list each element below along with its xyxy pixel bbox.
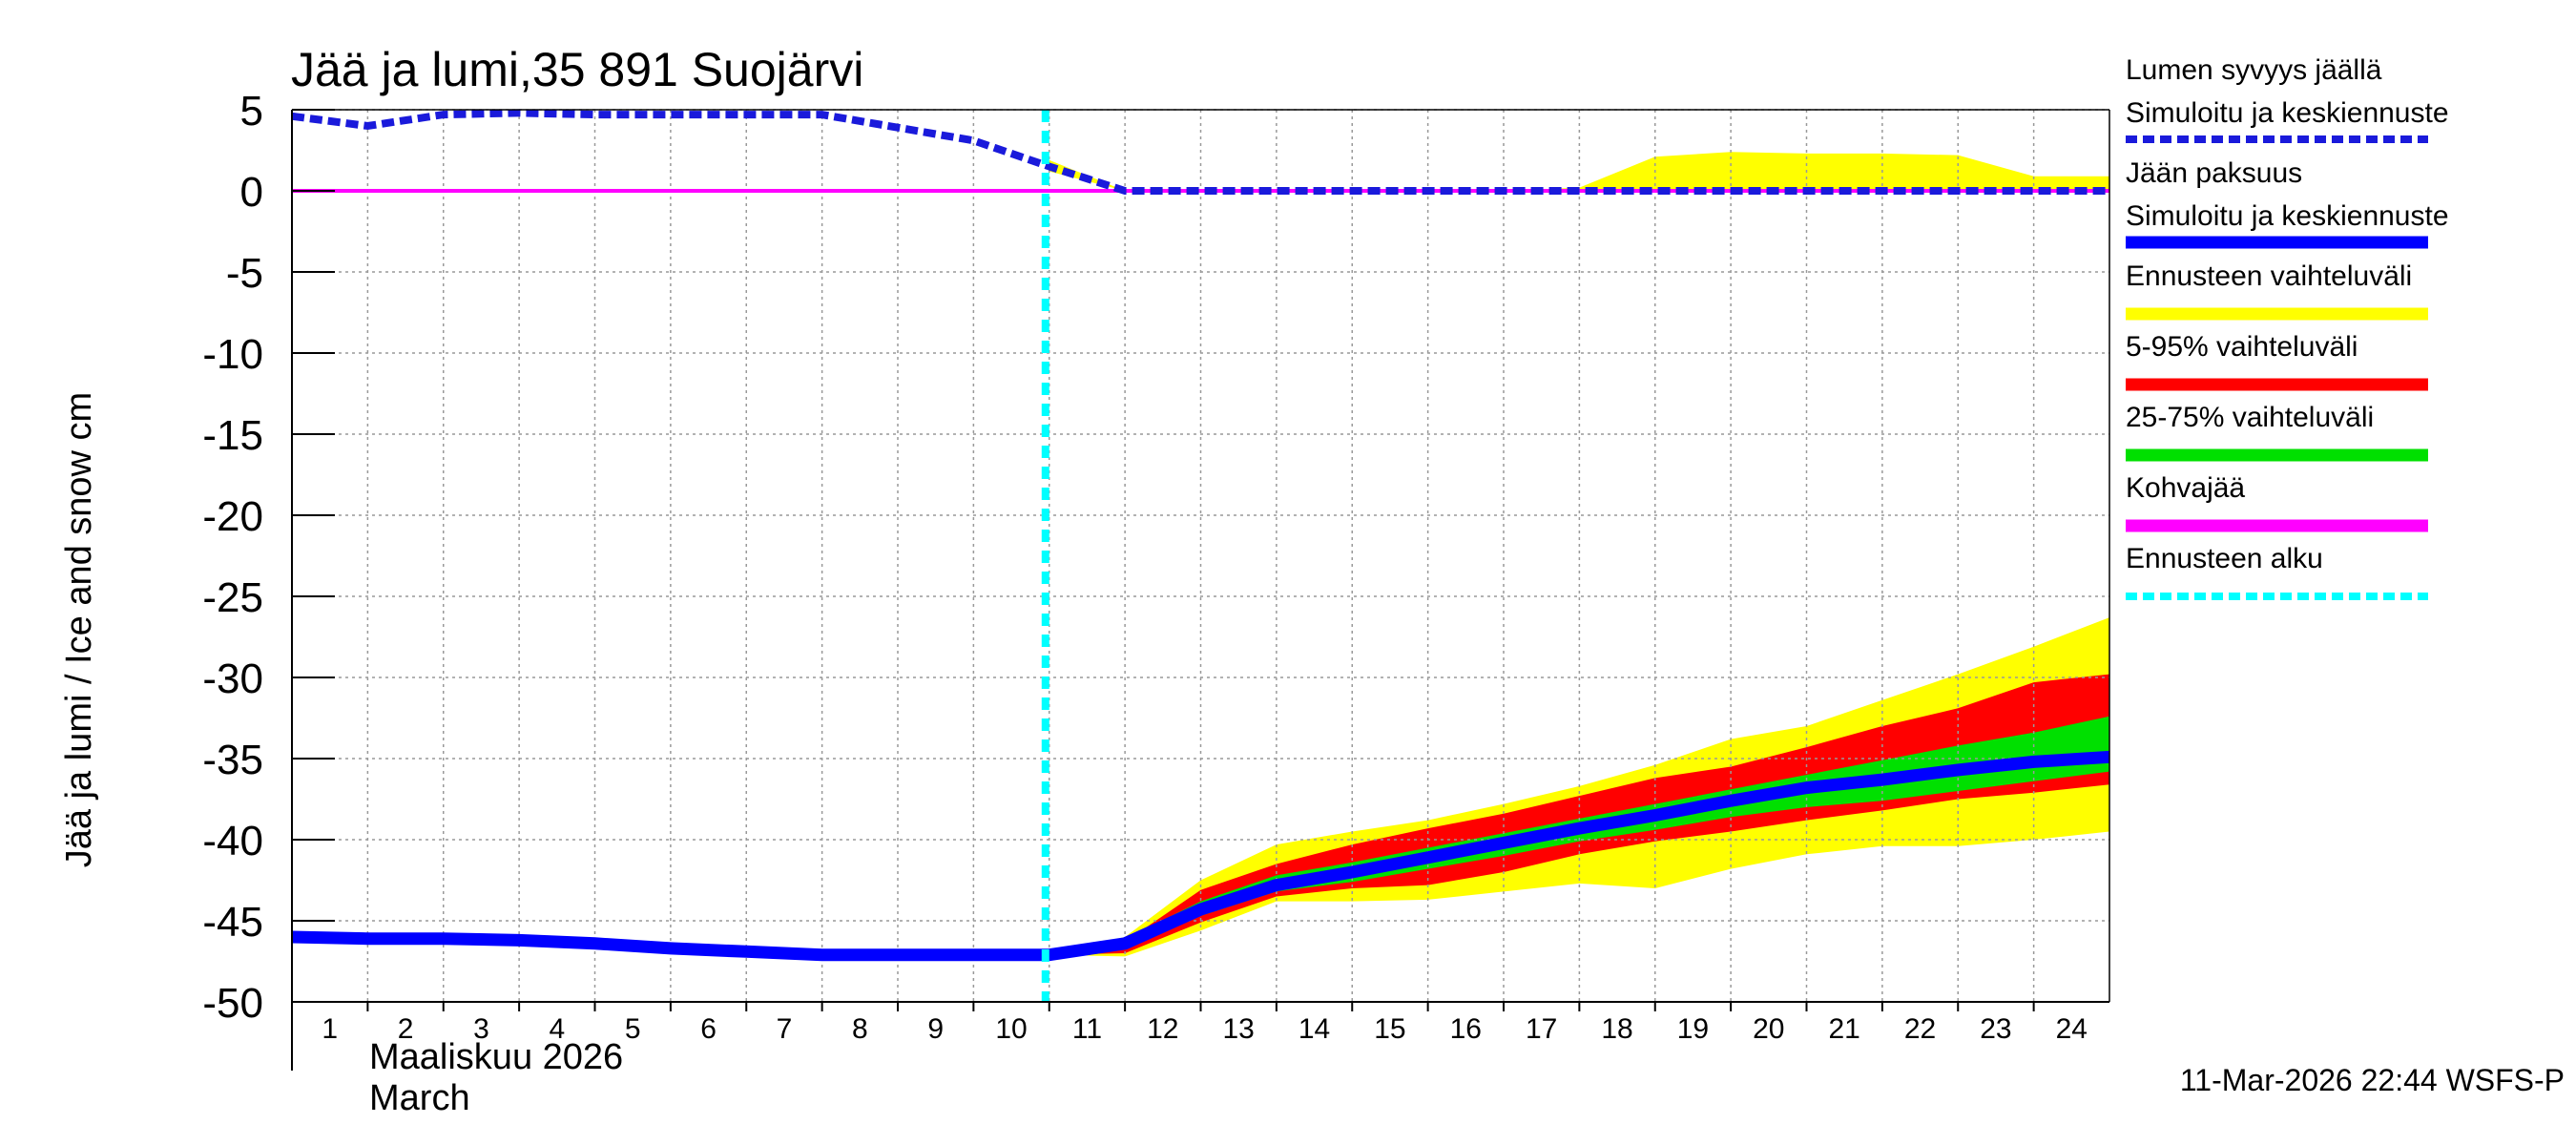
legend-label: Lumen syvyys jäällä: [2126, 54, 2382, 86]
y-tick-labels: 5 0 -5 -10 -15 -20 -25 -30 -35 -40 -45 -50: [202, 88, 335, 1027]
y-axis-label: Jää ja lumi / Ice and snow cm: [59, 392, 99, 867]
legend-item-25-75-vaihteluv-li: 25-75% vaihteluväli: [2126, 402, 2428, 462]
y-tick-label: -30: [202, 656, 263, 702]
legend-label: Ennusteen vaihteluväli: [2126, 260, 2412, 292]
series-snow-depth: [291, 109, 2109, 195]
x-tick-label: 1: [322, 1013, 338, 1045]
x-tick-label: 9: [927, 1013, 944, 1045]
legend-sublabel: Simuloitu ja keskiennuste: [2126, 200, 2449, 232]
x-month-label: Maaliskuu 2026: [369, 1037, 623, 1077]
y-tick-label: -15: [202, 412, 263, 459]
x-tick-label: 7: [777, 1013, 793, 1045]
y-tick-label: -40: [202, 818, 263, 864]
band-25-75-vaihteluv-li: [1049, 716, 2109, 955]
y-tick-label: -10: [202, 331, 263, 378]
data-series: [291, 109, 2110, 1002]
legend-label: Jään paksuus: [2126, 157, 2302, 189]
x-tick-label: 18: [1601, 1013, 1632, 1045]
x-tick-label: 17: [1526, 1013, 1557, 1045]
x-tick-label: 11: [1072, 1013, 1102, 1045]
x-tick-label: 15: [1374, 1013, 1405, 1045]
legend-label: 25-75% vaihteluväli: [2126, 402, 2374, 433]
chart-title: Jää ja lumi,35 891 Suojärvi: [291, 43, 863, 96]
x-month-label-en: March: [369, 1078, 470, 1118]
y-tick-label: -50: [202, 980, 263, 1027]
y-tick-label: 0: [240, 169, 263, 216]
x-tick-label: 3: [473, 1013, 489, 1045]
x-tick-label: 20: [1753, 1013, 1784, 1045]
legend-item-lumen-syvyys-j-ll: Lumen syvyys jäällä Simuloitu ja keskienn…: [2126, 54, 2449, 143]
x-tick-label: 12: [1147, 1013, 1178, 1045]
legend-item-ennusteen-vaihteluv-li: Ennusteen vaihteluväli: [2126, 260, 2428, 321]
y-tick-label: 5: [240, 88, 263, 135]
series-ice-thickness: [291, 750, 2110, 962]
x-tick-label: 19: [1677, 1013, 1709, 1045]
x-tick-label: 14: [1298, 1013, 1330, 1045]
y-tick-label: -45: [202, 899, 263, 946]
legend-item-j-n-paksuus: Jään paksuus Simuloitu ja keskiennuste: [2126, 157, 2449, 249]
x-tick-label: 10: [995, 1013, 1027, 1045]
legend: Lumen syvyys jäällä Simuloitu ja keskienn…: [2126, 54, 2449, 600]
x-tick-label: 16: [1450, 1013, 1482, 1045]
x-tick-label: 4: [549, 1013, 565, 1045]
legend-item-kohvaj: Kohvajää: [2126, 472, 2428, 532]
y-tick-label: -25: [202, 574, 263, 621]
x-tick-label: 24: [2056, 1013, 2088, 1045]
x-tick-label: 6: [700, 1013, 717, 1045]
band-ennusteen-vaihteluv-li-lumi: [1049, 152, 2109, 191]
legend-label: 5-95% vaihteluväli: [2126, 331, 2358, 363]
y-tick-label: -35: [202, 737, 263, 783]
x-tick-label: 22: [1904, 1013, 1936, 1045]
x-tick-label: 5: [625, 1013, 641, 1045]
x-tick-label: 2: [398, 1013, 414, 1045]
x-tick-label: 8: [852, 1013, 868, 1045]
footer-timestamp: 11-Mar-2026 22:44 WSFS-P: [2180, 1063, 2565, 1097]
y-tick-label: -20: [202, 493, 263, 540]
x-tick-label: 21: [1829, 1013, 1860, 1045]
x-tick-label: 23: [1980, 1013, 2011, 1045]
x-tick-labels: 1 2 3 4 5 6 7 8 9 10 11 12 13 14 15 16 17 18 19 20 21 22 23 24: [291, 1002, 2088, 1045]
y-tick-label: -5: [226, 250, 263, 297]
x-tick-label: 13: [1223, 1013, 1255, 1045]
legend-label: Kohvajää: [2126, 472, 2245, 504]
legend-sublabel: Simuloitu ja keskiennuste: [2126, 97, 2449, 129]
legend-item-ennusteen-alku: Ennusteen alku: [2126, 543, 2428, 600]
legend-item-5-95-vaihteluv-li: 5-95% vaihteluväli: [2126, 331, 2428, 391]
legend-label: Ennusteen alku: [2126, 543, 2323, 574]
